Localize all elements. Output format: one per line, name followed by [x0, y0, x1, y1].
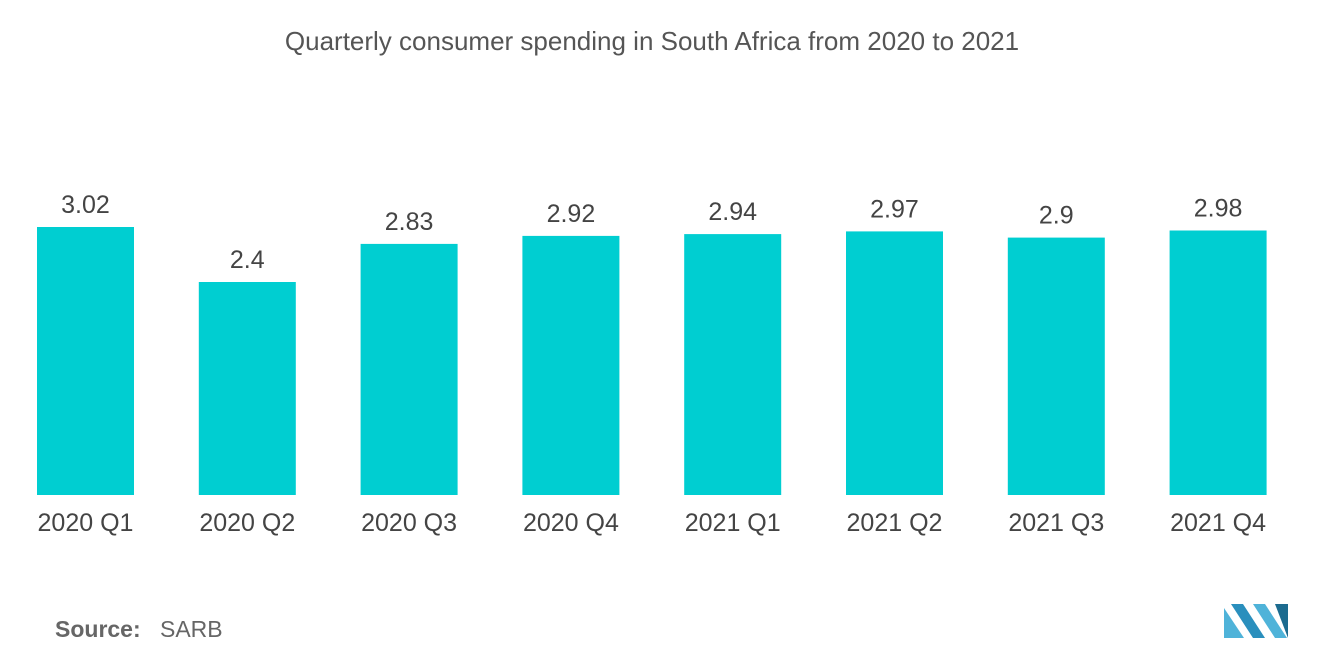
value-label: 2.9 — [1039, 202, 1074, 230]
bar-2020-q4 — [522, 235, 620, 495]
value-label: 2.98 — [1194, 195, 1243, 223]
value-label: 2.4 — [230, 246, 265, 274]
bar-2021-q4 — [1169, 230, 1267, 495]
x-tick-label: 2021 Q2 — [847, 509, 943, 537]
x-tick-label: 2020 Q4 — [523, 509, 619, 537]
value-label: 2.97 — [870, 195, 919, 223]
x-tick-labels-group: 2020 Q1 2020 Q2 2020 Q3 2020 Q4 2021 Q1 2021 … — [38, 509, 1267, 537]
x-tick-label: 2021 Q4 — [1170, 509, 1266, 537]
source-note: Source: SARB — [55, 616, 223, 642]
source-value: SARB — [160, 616, 223, 642]
value-label: 2.83 — [385, 208, 434, 236]
x-tick-label: 2020 Q1 — [38, 509, 134, 537]
x-tick-label: 2020 Q3 — [361, 509, 457, 537]
bar-2021-q1 — [684, 234, 782, 495]
chart-title: Quarterly consumer spending in South Afr… — [285, 26, 1019, 56]
bar-2020-q2 — [198, 282, 296, 495]
bar-2021-q2 — [846, 231, 943, 495]
value-label: 2.94 — [708, 198, 757, 226]
x-tick-label: 2021 Q3 — [1008, 509, 1104, 537]
bars-group — [37, 227, 1267, 495]
x-tick-label: 2021 Q1 — [685, 509, 781, 537]
source-label: Source: — [55, 616, 141, 642]
value-label: 2.92 — [547, 200, 596, 228]
mordor-intelligence-logo-icon — [1224, 604, 1288, 638]
x-tick-label: 2020 Q2 — [199, 509, 295, 537]
value-labels-group: 3.02 2.4 2.83 2.92 2.94 2.97 2.9 2.98 — [61, 191, 1242, 274]
value-label: 3.02 — [61, 191, 110, 219]
bar-2020-q3 — [360, 243, 458, 495]
bar-2020-q1 — [37, 227, 134, 495]
bar-2021-q3 — [1007, 237, 1105, 495]
